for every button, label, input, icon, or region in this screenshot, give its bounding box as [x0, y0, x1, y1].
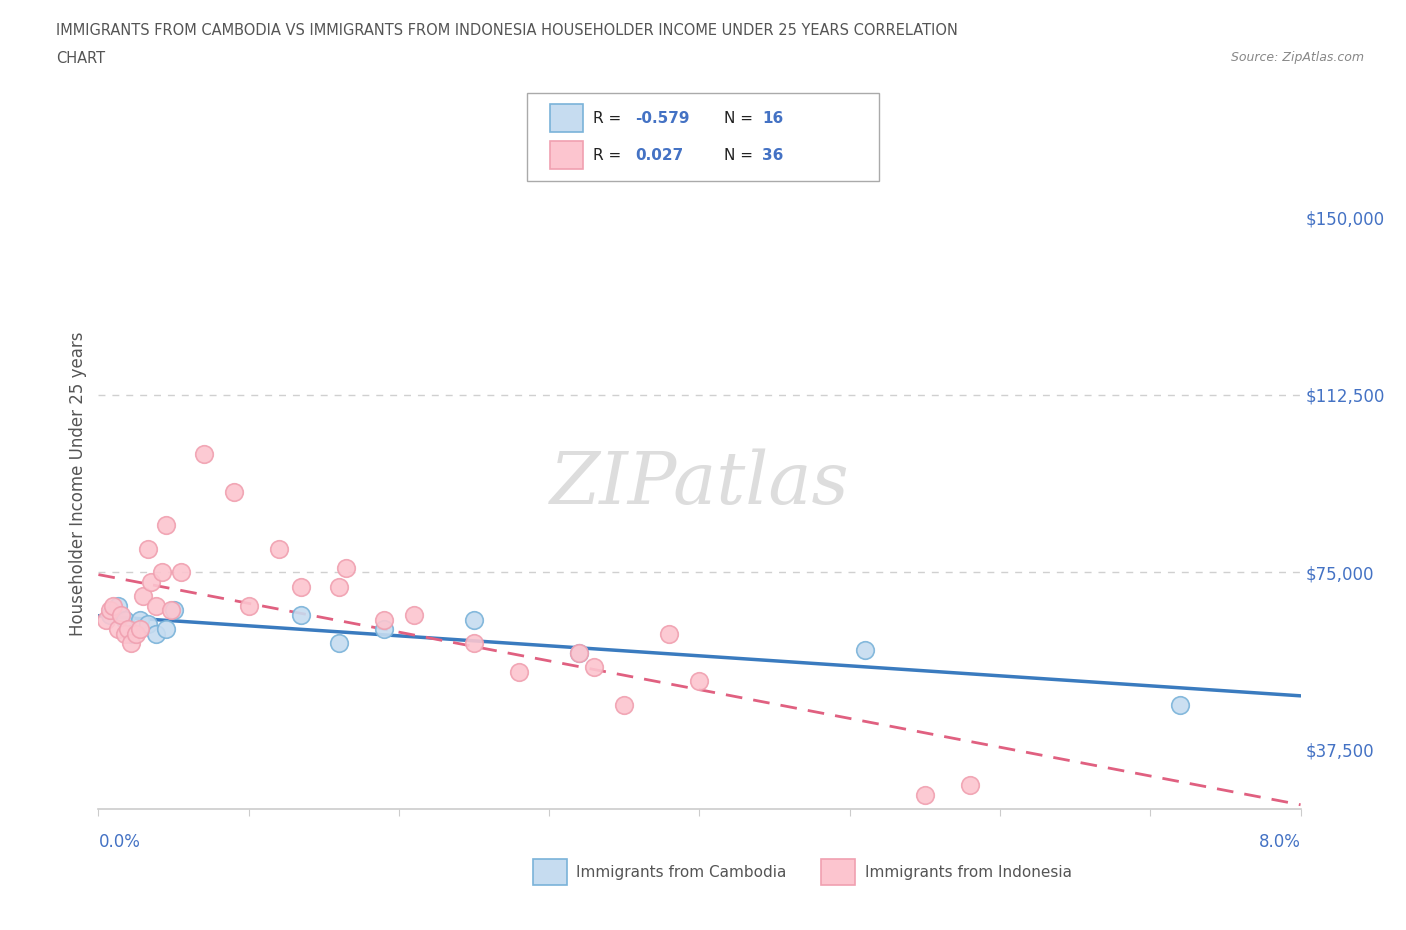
Point	[222, 485, 245, 499]
Text: R =: R =	[593, 148, 627, 163]
Point	[136, 541, 159, 556]
Point	[583, 659, 606, 674]
Point	[125, 627, 148, 642]
Point	[373, 622, 395, 637]
Point	[853, 643, 876, 658]
Point	[170, 565, 193, 579]
Text: ZIPatlas: ZIPatlas	[550, 448, 849, 519]
Text: N =: N =	[724, 111, 758, 126]
Point	[121, 627, 143, 642]
Point	[139, 575, 162, 590]
Point	[1170, 698, 1192, 712]
Point	[688, 674, 710, 689]
Point	[107, 622, 129, 637]
Point	[162, 603, 184, 618]
Point	[267, 541, 290, 556]
Text: 0.0%: 0.0%	[98, 832, 141, 851]
Text: -0.579: -0.579	[636, 111, 690, 126]
Text: CHART: CHART	[56, 51, 105, 66]
Point	[110, 607, 132, 622]
Point	[121, 636, 143, 651]
Point	[150, 565, 173, 579]
Point	[463, 612, 485, 627]
Text: Source: ZipAtlas.com: Source: ZipAtlas.com	[1230, 51, 1364, 64]
Point	[94, 612, 117, 627]
Point	[402, 607, 425, 622]
Point	[129, 622, 152, 637]
Point	[290, 579, 312, 594]
Point	[568, 645, 591, 660]
Point	[290, 607, 312, 622]
Point	[145, 627, 167, 642]
Point	[107, 598, 129, 613]
Point	[328, 579, 350, 594]
Text: 36: 36	[762, 148, 783, 163]
Point	[114, 627, 136, 642]
Point	[103, 598, 125, 613]
Point	[238, 598, 260, 613]
Text: IMMIGRANTS FROM CAMBODIA VS IMMIGRANTS FROM INDONESIA HOUSEHOLDER INCOME UNDER 2: IMMIGRANTS FROM CAMBODIA VS IMMIGRANTS F…	[56, 23, 957, 38]
Text: Immigrants from Indonesia: Immigrants from Indonesia	[865, 865, 1071, 880]
Text: Immigrants from Cambodia: Immigrants from Cambodia	[576, 865, 787, 880]
Text: N =: N =	[724, 148, 758, 163]
Point	[129, 612, 152, 627]
Point	[335, 560, 357, 575]
Point	[155, 622, 177, 637]
Point	[463, 636, 485, 651]
Point	[100, 607, 122, 622]
Point	[193, 446, 215, 461]
Point	[145, 598, 167, 613]
Point	[328, 636, 350, 651]
Point	[568, 645, 591, 660]
Point	[136, 617, 159, 631]
Point	[132, 589, 155, 604]
Text: R =: R =	[593, 111, 627, 126]
Point	[114, 612, 136, 627]
Text: 0.027: 0.027	[636, 148, 683, 163]
Y-axis label: Householder Income Under 25 years: Householder Income Under 25 years	[69, 331, 87, 636]
Point	[373, 612, 395, 627]
Point	[613, 698, 636, 712]
Text: 8.0%: 8.0%	[1258, 832, 1301, 851]
Point	[508, 664, 530, 679]
Point	[959, 778, 981, 793]
Point	[159, 603, 181, 618]
Point	[117, 622, 139, 637]
Point	[658, 627, 681, 642]
Point	[100, 603, 122, 618]
Point	[914, 788, 936, 803]
Point	[155, 518, 177, 533]
Text: 16: 16	[762, 111, 783, 126]
